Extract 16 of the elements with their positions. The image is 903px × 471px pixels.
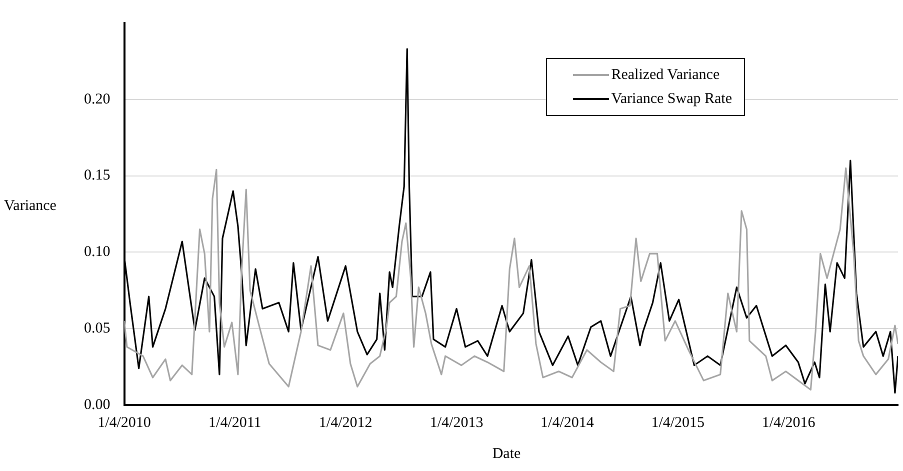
- x-tick-label: 1/4/2013: [430, 414, 484, 431]
- y-tick-label: 0.00: [84, 396, 110, 413]
- y-tick-label: 0.10: [84, 244, 110, 260]
- x-axis-title: Date: [491, 446, 522, 463]
- x-tick-label: 1/4/2015: [651, 414, 705, 431]
- x-tick-label: 1/4/2011: [208, 414, 262, 431]
- y-tick-label: 0.05: [84, 320, 110, 337]
- y-tick-label: 0.20: [84, 91, 110, 108]
- x-tick-label: 1/4/2014: [540, 414, 594, 431]
- legend-label: Variance Swap Rate: [611, 90, 732, 109]
- y-tick-label: 0.15: [84, 168, 110, 184]
- x-tick-label: 1/4/2010: [98, 414, 151, 431]
- x-tick-label: 1/4/2012: [318, 414, 372, 431]
- legend-label: Realized Variance: [611, 66, 720, 85]
- y-axis-title: Variance: [4, 198, 56, 215]
- x-tick-label: 1/4/2016: [762, 414, 816, 431]
